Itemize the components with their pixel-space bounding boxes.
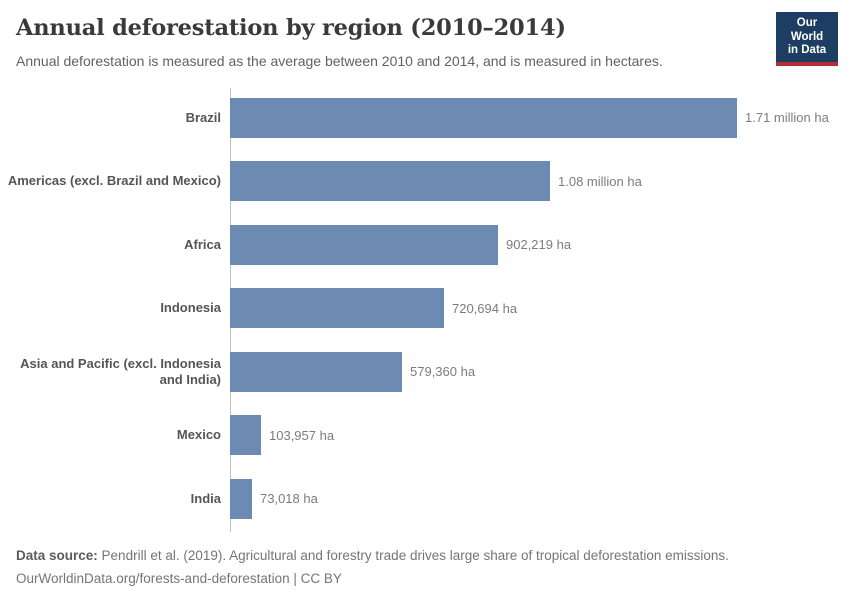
bar: [230, 351, 402, 392]
bar-row: Mexico 103,957 ha: [0, 404, 850, 468]
bar: [230, 415, 261, 456]
bar: [230, 161, 550, 202]
bar-chart: Brazil 1.71 million ha Americas (excl. Bra…: [0, 86, 850, 532]
category-label: Brazil: [185, 109, 221, 125]
bar: [230, 97, 737, 138]
value-label: 103,957 ha: [269, 427, 335, 443]
chart-footer: Data source: Pendrill et al. (2019). Agr…: [16, 544, 834, 590]
bar-rows: Brazil 1.71 million ha Americas (excl. Bra…: [0, 86, 850, 531]
bar-row: Asia and Pacific (excl. Indonesia and In…: [0, 340, 850, 404]
bar-row: Indonesia 720,694 ha: [0, 277, 850, 341]
chart-subtitle: Annual deforestation is measured as the …: [16, 53, 663, 69]
value-label: 902,219 ha: [506, 237, 572, 253]
owid-logo-line2: in Data: [787, 44, 827, 57]
category-label: Mexico: [176, 427, 221, 443]
value-label: 73,018 ha: [260, 491, 318, 507]
bar-row: Americas (excl. Brazil and Mexico) 1.08 m…: [0, 150, 850, 214]
data-source-line: Data source: Pendrill et al. (2019). Agr…: [16, 548, 729, 563]
bar-row: India 73,018 ha: [0, 467, 850, 531]
category-label: Africa: [184, 236, 221, 252]
data-source-label: Data source:: [16, 548, 98, 563]
value-label: 1.71 million ha: [745, 110, 829, 126]
bar-row: Africa 902,219 ha: [0, 213, 850, 277]
category-label: Americas (excl. Brazil and Mexico): [7, 173, 221, 189]
bar: [230, 478, 252, 519]
value-label: 1.08 million ha: [558, 173, 642, 189]
bar: [230, 288, 444, 329]
citation-link[interactable]: OurWorldinData.org/forests-and-deforesta…: [16, 571, 342, 586]
data-source-text: Pendrill et al. (2019). Agricultural and…: [101, 548, 729, 563]
owid-logo-line1: Our World: [790, 17, 824, 43]
value-label: 579,360 ha: [410, 364, 476, 380]
chart-title: Annual deforestation by region (2010–201…: [16, 15, 566, 41]
bar: [230, 224, 498, 265]
bar-row: Brazil 1.71 million ha: [0, 86, 850, 150]
category-label: Indonesia: [160, 300, 221, 316]
owid-logo[interactable]: Our World in Data: [776, 12, 838, 66]
category-label: India: [190, 490, 221, 506]
value-label: 720,694 ha: [452, 300, 518, 316]
category-label: Asia and Pacific (excl. Indonesia and In…: [20, 355, 221, 387]
